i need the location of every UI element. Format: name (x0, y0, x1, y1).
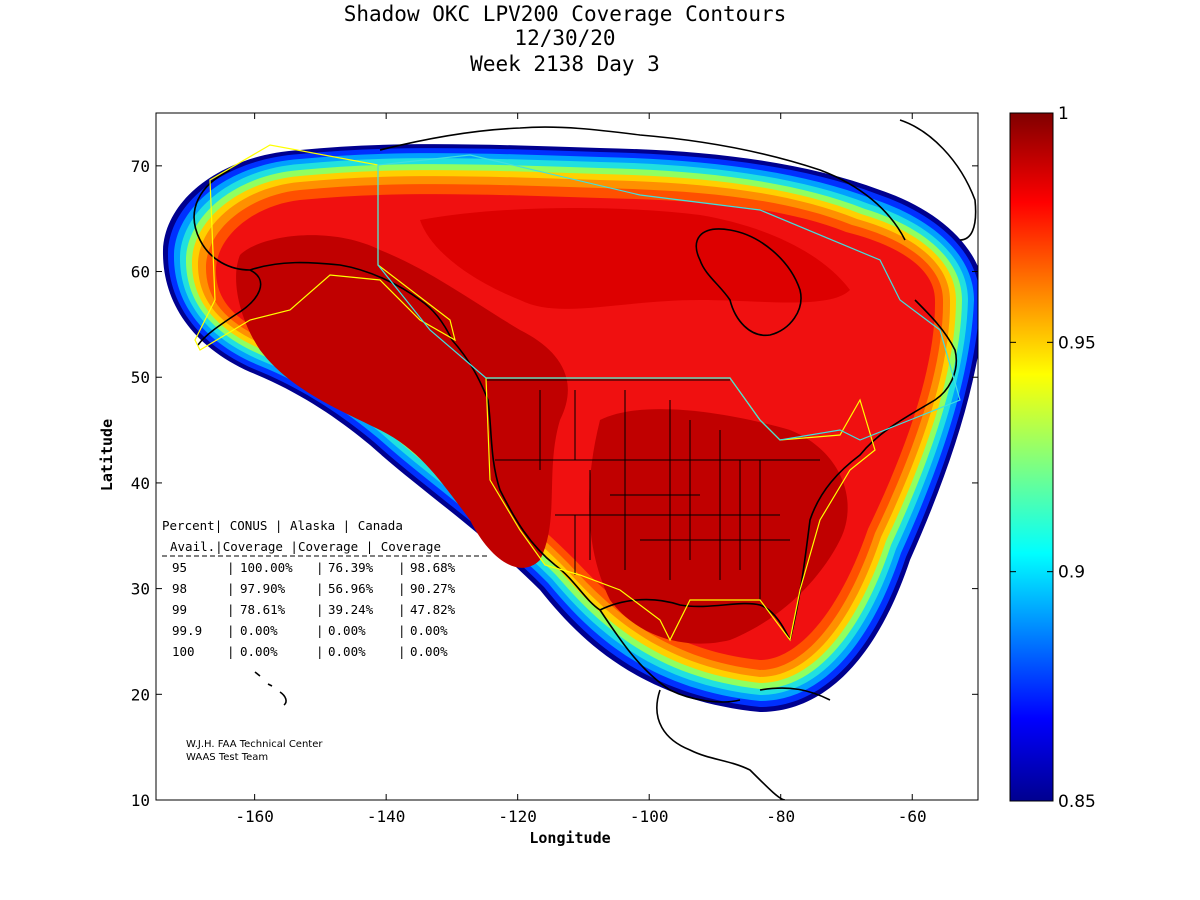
coast-hawaii (254, 671, 287, 706)
y-axis: 10 20 30 40 50 60 70 (131, 157, 978, 810)
colorbar-ticks: 1 0.95 0.9 0.85 (1010, 104, 1096, 812)
coastlines (193, 119, 977, 800)
x-tick-label: -60 (898, 807, 927, 826)
table-row: 95 | 100.00% | 76.39% | 98.68% (172, 560, 456, 575)
y-tick-label: 10 (131, 791, 150, 810)
coast-pacific (451, 339, 741, 703)
coast-greenland (899, 119, 977, 241)
x-axis-label: Longitude (529, 829, 610, 847)
coverage-table: Percent| CONUS | Alaska | Canada Avail.|… (162, 518, 490, 659)
coast-cuba (759, 687, 831, 701)
coast-arctic (379, 126, 906, 241)
table-header-2: Avail.|Coverage |Coverage | Coverage (170, 539, 441, 554)
region-outlines (194, 144, 961, 642)
canada-outline (377, 154, 961, 441)
table-row: 98 | 97.90% | 56.96% | 90.27% (172, 581, 456, 596)
colorbar (1009, 112, 1054, 802)
x-tick-label: -100 (630, 807, 669, 826)
y-tick-label: 70 (131, 157, 150, 176)
coast-mexico (656, 689, 786, 800)
coast-alaska (193, 169, 453, 346)
coast-hudson (695, 228, 802, 337)
y-tick-label: 60 (131, 263, 150, 282)
map-week-day: Week 2138 Day 3 (470, 52, 660, 76)
colorbar-tick-label: 1 (1058, 104, 1069, 124)
table-header-1: Percent| CONUS | Alaska | Canada (162, 518, 403, 533)
x-axis: -160 -140 -120 -100 -80 -60 (235, 113, 927, 826)
colorbar-tick-label: 0.85 (1058, 792, 1096, 812)
plot-frame (155, 112, 979, 801)
y-tick-label: 20 (131, 685, 150, 704)
colorbar-tick-label: 0.9 (1058, 563, 1085, 583)
coast-atlantic (789, 299, 957, 641)
x-tick-label: -160 (235, 807, 274, 826)
contour-band-099-south (589, 409, 848, 644)
x-tick-label: -140 (367, 807, 406, 826)
x-tick-label: -80 (766, 807, 795, 826)
credit-line-1: W.J.H. FAA Technical Center (186, 739, 323, 750)
table-row: 99 | 78.61% | 39.24% | 47.82% (172, 602, 456, 617)
y-axis-label: Latitude (98, 419, 116, 491)
x-tick-label: -120 (498, 807, 537, 826)
y-tick-label: 50 (131, 368, 150, 387)
credit-line-2: WAAS Test Team (186, 752, 268, 763)
contour-band-099-west (236, 235, 568, 568)
table-row: 100 | 0.00% | 0.00% | 0.00% (172, 644, 448, 659)
table-row: 99.9 | 0.00% | 0.00% | 0.00% (172, 623, 448, 638)
state-borders (486, 379, 820, 600)
conus-outline (485, 377, 876, 642)
map-title: Shadow OKC LPV200 Coverage Contours (343, 2, 787, 26)
map-date: 12/30/20 (514, 26, 616, 50)
y-tick-label: 30 (131, 580, 150, 599)
y-tick-label: 40 (131, 474, 150, 493)
colorbar-tick-label: 0.95 (1058, 333, 1096, 353)
